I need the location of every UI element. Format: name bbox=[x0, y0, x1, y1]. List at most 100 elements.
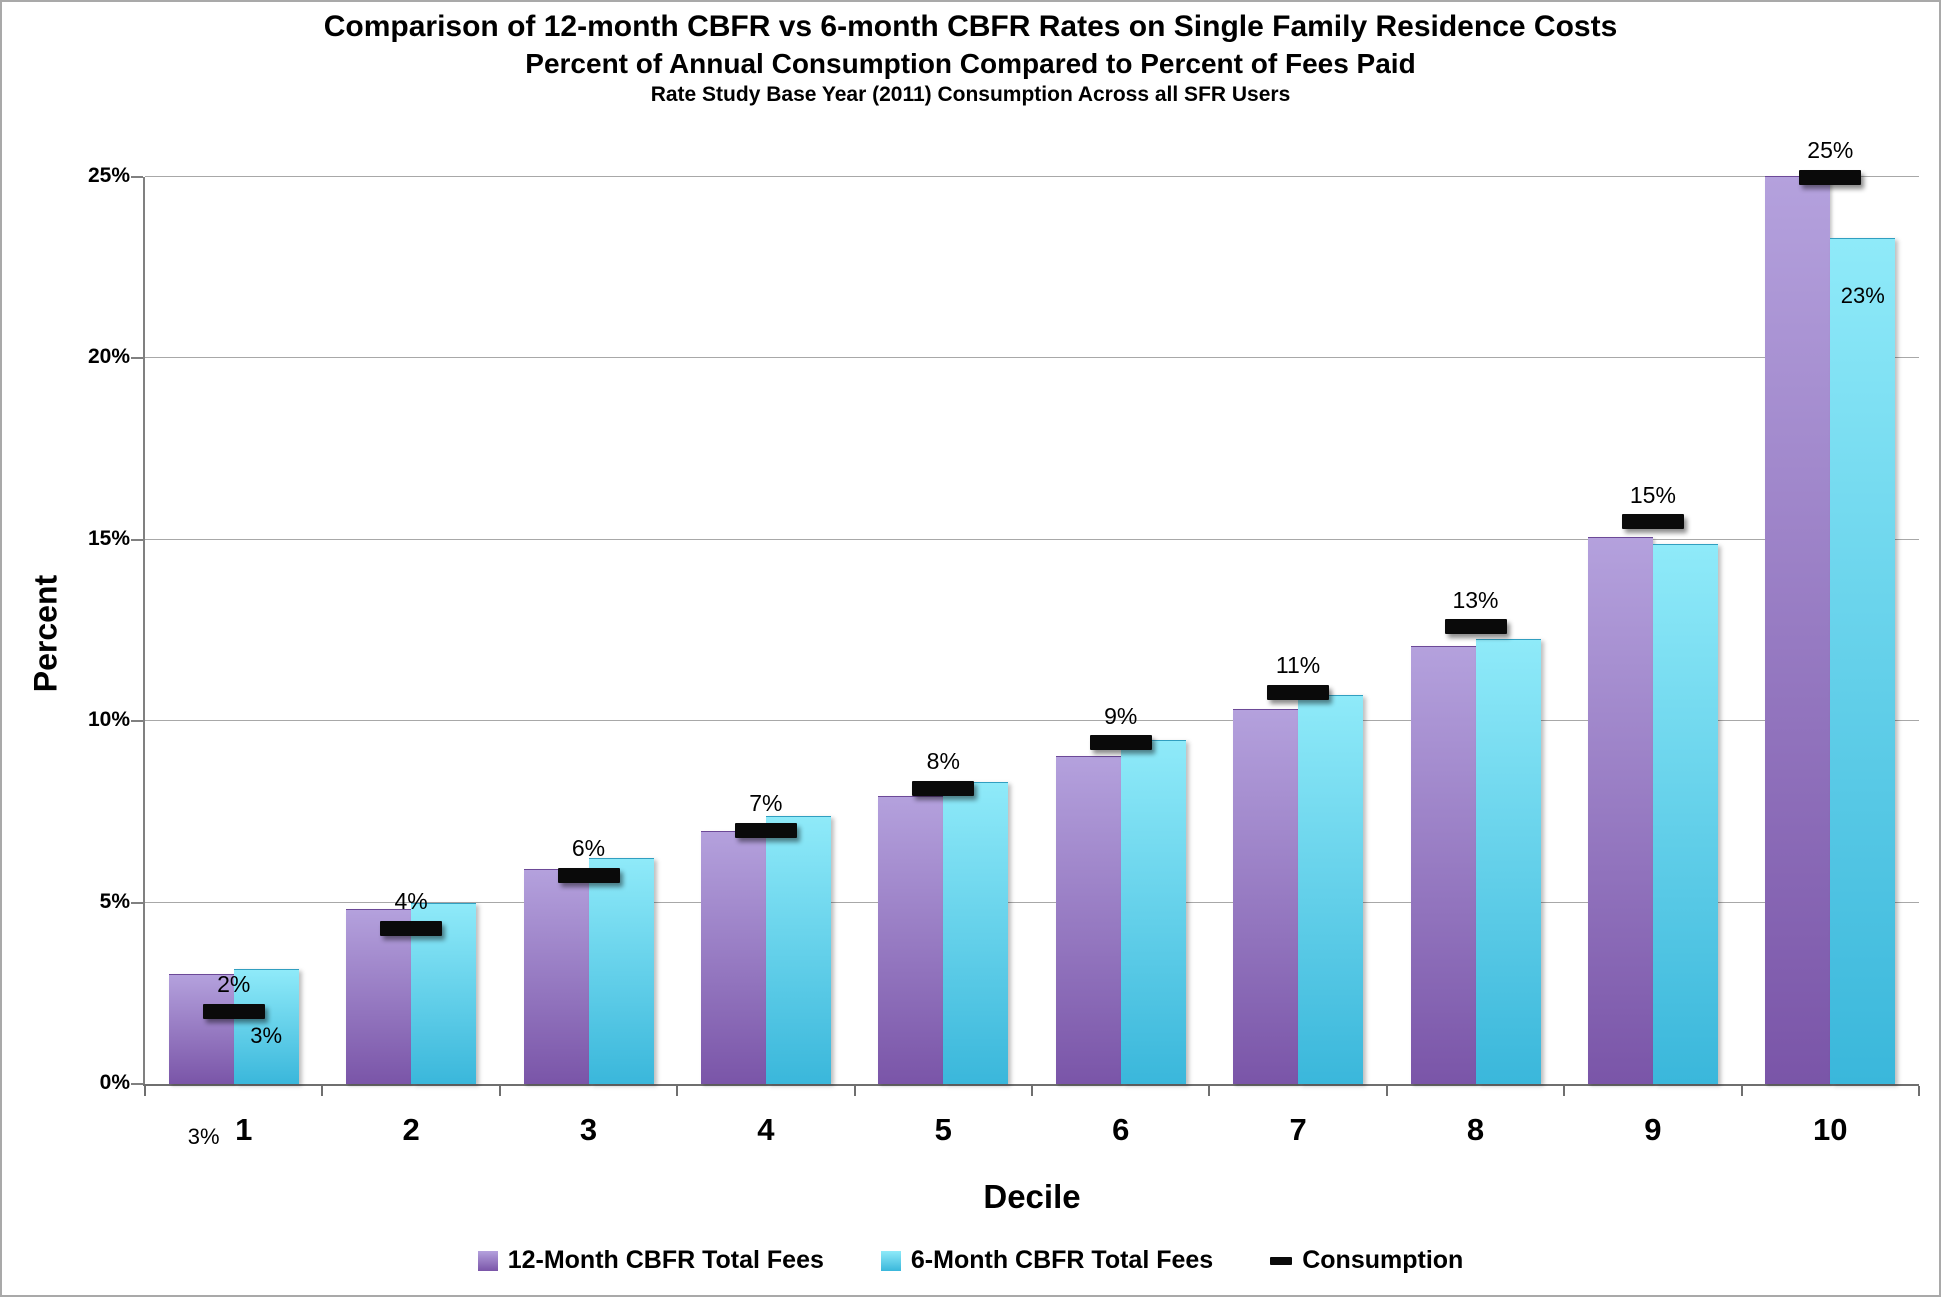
bar-12month-decile-10 bbox=[1765, 176, 1831, 1084]
y-tick-label: 20% bbox=[87, 345, 130, 369]
gridline bbox=[145, 538, 1919, 540]
legend-label: 6-Month CBFR Total Fees bbox=[910, 1246, 1214, 1274]
y-tick-label: 15% bbox=[87, 526, 130, 550]
x-tick-label-decile-5: 5 bbox=[934, 1112, 952, 1147]
x-axis-tick bbox=[1918, 1086, 1920, 1096]
consumption-label-decile-2: 4% bbox=[394, 888, 428, 914]
y-tick-label: 5% bbox=[99, 889, 130, 913]
legend: 12-Month CBFR Total Fees 6-Month CBFR To… bbox=[2, 1246, 1939, 1275]
bar-6month-decile-10 bbox=[1830, 237, 1896, 1084]
extra-label-decile-1: 3% bbox=[250, 1022, 283, 1048]
bar-12month-decile-8 bbox=[1410, 645, 1476, 1084]
consumption-label-decile-3: 6% bbox=[571, 835, 606, 862]
x-tick-label-decile-7: 7 bbox=[1289, 1112, 1307, 1147]
consumption-marker-decile-9 bbox=[1621, 514, 1684, 530]
y-axis-tick bbox=[131, 176, 143, 178]
x-axis-title: Decile bbox=[983, 1178, 1081, 1215]
x-axis-tick bbox=[144, 1086, 146, 1096]
gridline bbox=[145, 720, 1919, 722]
consumption-label-decile-4: 7% bbox=[749, 790, 783, 817]
bar-12month-decile-5 bbox=[878, 796, 944, 1084]
x-axis-line bbox=[143, 1084, 1919, 1086]
consumption-label-decile-1: 2% bbox=[217, 971, 251, 998]
x-axis-tick bbox=[853, 1086, 856, 1096]
y-axis-title: Percent bbox=[27, 574, 64, 693]
chart-subtitle: Percent of Annual Consumption Compared t… bbox=[525, 48, 1416, 79]
x-axis-tick bbox=[498, 1086, 501, 1096]
bar-6month-decile-3 bbox=[588, 858, 654, 1084]
bar-12month-decile-1 bbox=[168, 974, 234, 1084]
consumption-label-decile-7: 11% bbox=[1275, 652, 1321, 679]
consumption-marker-decile-4 bbox=[734, 822, 797, 838]
consumption-marker-decile-3 bbox=[557, 867, 620, 883]
consumption-label-decile-5: 8% bbox=[926, 748, 960, 775]
consumption-marker-decile-5 bbox=[912, 780, 975, 796]
x-axis-tick bbox=[1740, 1086, 1743, 1096]
y-tick-label: 10% bbox=[87, 708, 130, 732]
consumption-marker-decile-1 bbox=[202, 1003, 265, 1019]
legend-label: Consumption bbox=[1302, 1246, 1464, 1274]
consumption-marker-decile-6 bbox=[1089, 735, 1152, 751]
legend-item-6month: 6-Month CBFR Total Fees bbox=[880, 1246, 1214, 1275]
y-tick-label: 0% bbox=[99, 1071, 130, 1094]
legend-item-consumption: Consumption bbox=[1270, 1246, 1463, 1275]
black-dash-icon bbox=[1270, 1256, 1293, 1265]
bar-12month-decile-9 bbox=[1587, 537, 1653, 1084]
x-tick-label-decile-2: 2 bbox=[402, 1112, 420, 1147]
y-axis-tick bbox=[131, 720, 143, 723]
x-axis-tick bbox=[1385, 1086, 1388, 1096]
bar-12month-decile-4 bbox=[700, 830, 766, 1084]
cyan-swatch-icon bbox=[880, 1250, 901, 1271]
bar-6month-decile-5 bbox=[943, 781, 1009, 1084]
x-tick-label-decile-3: 3 bbox=[579, 1112, 598, 1147]
extra-label-decile-1: 3% bbox=[187, 1124, 220, 1150]
consumption-marker-decile-8 bbox=[1444, 619, 1507, 635]
extra-label-decile-10: 23% bbox=[1840, 282, 1885, 308]
y-axis-tick bbox=[131, 1083, 143, 1085]
consumption-marker-decile-7 bbox=[1267, 684, 1330, 700]
y-axis-tick bbox=[131, 357, 143, 360]
x-tick-label-decile-4: 4 bbox=[757, 1112, 775, 1147]
consumption-label-decile-9: 15% bbox=[1629, 481, 1676, 508]
bar-12month-decile-7 bbox=[1233, 709, 1299, 1084]
y-tick-label: 25% bbox=[87, 164, 130, 187]
consumption-label-decile-10: 25% bbox=[1807, 137, 1854, 163]
consumption-marker-decile-10 bbox=[1799, 169, 1862, 185]
x-tick-label-decile-9: 9 bbox=[1644, 1112, 1662, 1147]
x-axis-tick bbox=[1563, 1086, 1566, 1096]
gridline bbox=[145, 176, 1919, 177]
bar-6month-decile-7 bbox=[1298, 694, 1364, 1084]
x-tick-label-decile-6: 6 bbox=[1112, 1112, 1130, 1147]
bar-6month-decile-1 bbox=[233, 968, 299, 1084]
chart-title: Comparison of 12-month CBFR vs 6-month C… bbox=[323, 10, 1618, 43]
bar-6month-decile-6 bbox=[1120, 740, 1186, 1084]
chart-caption: Rate Study Base Year (2011) Consumption … bbox=[650, 83, 1291, 106]
x-axis-tick bbox=[676, 1086, 679, 1096]
x-axis-tick bbox=[1208, 1086, 1211, 1096]
x-axis-tick bbox=[1031, 1086, 1033, 1096]
gridline bbox=[145, 901, 1919, 903]
consumption-marker-decile-2 bbox=[380, 920, 443, 936]
gridline bbox=[145, 357, 1919, 359]
x-tick-label-decile-8: 8 bbox=[1466, 1112, 1485, 1147]
y-axis-line bbox=[143, 177, 145, 1084]
plot-area: 2% 4% 6% 7% 8% 9% 11% 13% 15% 25% 3% 3% 23% 1 2 3 4 5 6 7 8 9… bbox=[131, 137, 1920, 1149]
bar-6month-decile-4 bbox=[765, 816, 831, 1084]
x-tick-label-decile-1: 1 bbox=[235, 1112, 253, 1147]
y-axis-tick bbox=[131, 538, 143, 541]
bar-12month-decile-3 bbox=[523, 868, 589, 1084]
bar-6month-decile-8 bbox=[1475, 638, 1541, 1084]
purple-swatch-icon bbox=[477, 1250, 498, 1271]
bar-6month-decile-9 bbox=[1652, 544, 1718, 1084]
bar-12month-decile-2 bbox=[346, 908, 412, 1084]
consumption-label-decile-8: 13% bbox=[1452, 586, 1499, 613]
x-axis-tick bbox=[321, 1086, 324, 1096]
title-block: Comparison of 12-month CBFR vs 6-month C… bbox=[2, 8, 1939, 108]
legend-item-12month: 12-Month CBFR Total Fees bbox=[477, 1246, 824, 1275]
y-axis-tick bbox=[131, 901, 143, 904]
bar-12month-decile-6 bbox=[1055, 756, 1121, 1084]
legend-label: 12-Month CBFR Total Fees bbox=[507, 1246, 824, 1274]
consumption-label-decile-6: 9% bbox=[1104, 702, 1138, 729]
x-tick-label-decile-10: 10 bbox=[1813, 1112, 1848, 1147]
